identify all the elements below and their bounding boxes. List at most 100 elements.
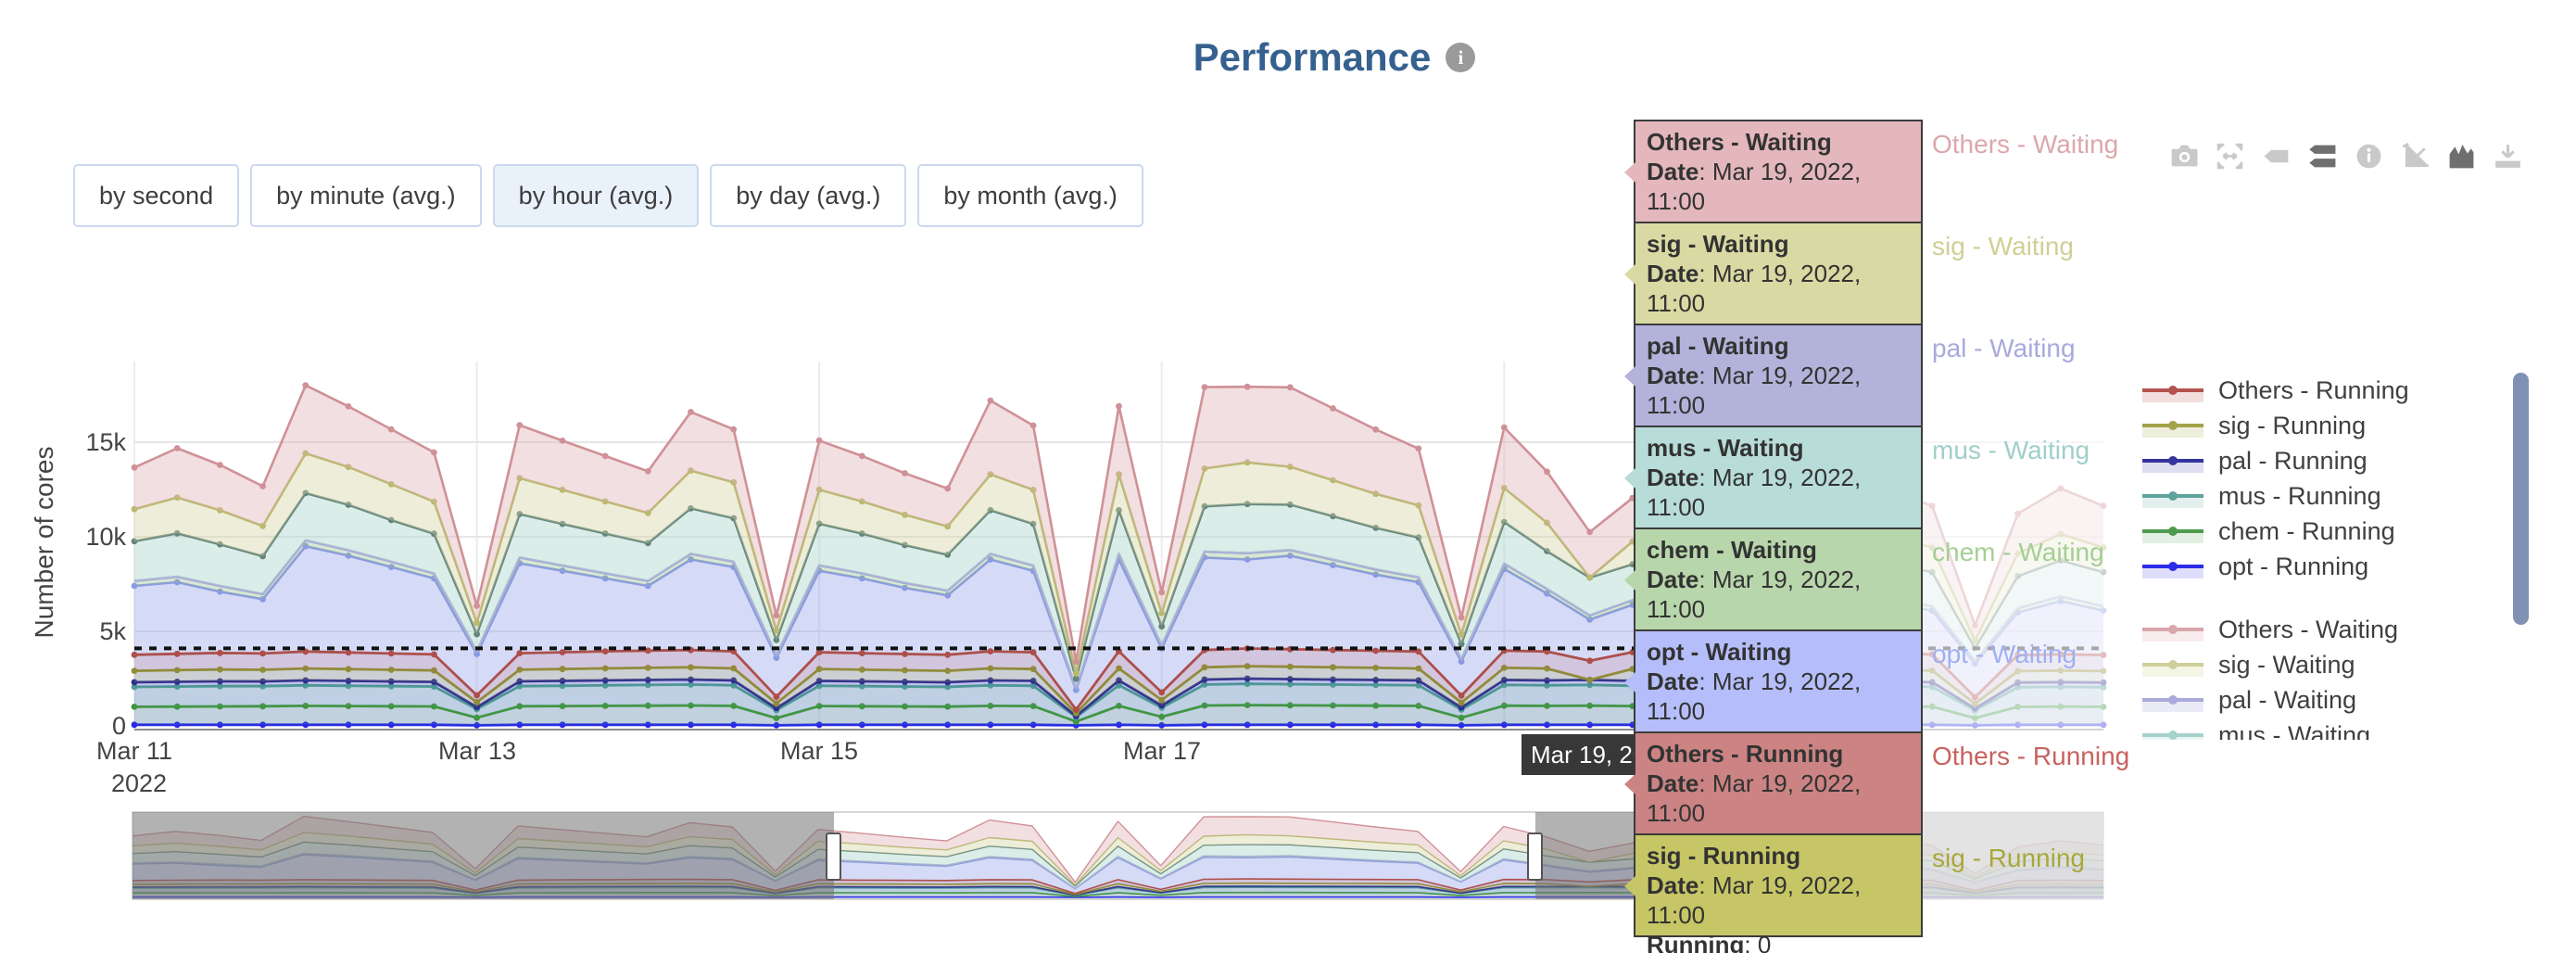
rangeslider-chart-icon[interactable]: [2444, 137, 2479, 174]
legend-item-mus-waiting[interactable]: mus - Waiting: [2142, 718, 2494, 740]
by-hour-button[interactable]: by hour (avg.): [492, 164, 700, 227]
running-marker: [302, 703, 309, 709]
waiting-marker: [688, 505, 694, 512]
waiting-marker: [1586, 616, 1594, 623]
running-marker: [302, 677, 309, 684]
waiting-marker: [1072, 686, 1080, 693]
running-marker: [1029, 721, 1037, 729]
hover-closest-icon[interactable]: [2259, 137, 2293, 174]
x-tick-mar15: Mar 15: [779, 737, 859, 765]
waiting-marker: [1458, 614, 1465, 621]
waiting-marker: [1029, 520, 1037, 527]
running-marker: [601, 681, 609, 689]
waiting-marker: [730, 478, 738, 486]
by-minute-button[interactable]: by minute (avg.): [250, 164, 482, 227]
running-marker: [131, 651, 138, 658]
legend-sample-part: [2168, 695, 2178, 705]
running-marker: [259, 678, 266, 685]
tooltip-value: Running: 0: [1647, 931, 1772, 953]
running-marker: [1330, 646, 1336, 654]
legend-item-sig-running[interactable]: sig - Running: [2142, 408, 2494, 443]
legend-item-others-running[interactable]: Others - Running: [2142, 373, 2494, 408]
running-marker: [987, 681, 994, 689]
running-marker: [1372, 647, 1380, 654]
autoscale-icon[interactable]: [2213, 137, 2247, 174]
by-month-button[interactable]: by month (avg.): [917, 164, 1143, 227]
tooltip-date: Date: Mar 19, 2022, 11:00: [1647, 158, 1862, 215]
running-marker: [644, 721, 651, 729]
waiting-marker: [644, 582, 651, 590]
waiting-marker: [1116, 402, 1122, 410]
tooltip-box-sig-running: sig - Running Date: Mar 19, 2022, 11:00 Ru…: [1624, 833, 1923, 953]
tooltip-date: Date: Mar 19, 2022, 11:00: [1647, 464, 1862, 521]
waiting-marker: [1500, 485, 1508, 491]
running-marker: [1500, 702, 1508, 709]
spikelines-icon[interactable]: [2398, 137, 2432, 174]
tooltip-caret: [1624, 672, 1635, 693]
waiting-marker: [302, 382, 309, 388]
running-area-others-running: [134, 648, 2103, 714]
waiting-marker: [815, 520, 823, 527]
waiting-marker: [559, 438, 566, 444]
running-marker: [1415, 721, 1422, 729]
legend-sample-part: [2168, 491, 2178, 501]
info-icon[interactable]: i: [1446, 43, 1476, 72]
running-marker: [345, 678, 352, 684]
camera-icon[interactable]: [2166, 137, 2201, 174]
legend-item-pal-running[interactable]: pal - Running: [2142, 443, 2494, 478]
running-marker: [688, 676, 694, 683]
running-marker: [173, 679, 181, 685]
legend-item-chem-running[interactable]: chem - Running: [2142, 514, 2494, 549]
waiting-marker: [302, 542, 309, 550]
running-marker: [858, 682, 865, 690]
legend-item-sig-waiting[interactable]: sig - Waiting: [2142, 647, 2494, 682]
legend-sample-part: [2168, 421, 2178, 430]
running-marker: [431, 651, 437, 658]
running-marker: [1372, 721, 1380, 729]
running-marker: [387, 703, 395, 710]
y-tick-0: 0: [111, 712, 126, 740]
waiting-marker: [944, 485, 952, 492]
legend-item-mus-running[interactable]: mus - Running: [2142, 478, 2494, 514]
running-marker: [345, 703, 352, 709]
legend-sample-icon: [2142, 686, 2203, 714]
running-marker: [431, 679, 437, 685]
running-marker: [688, 664, 694, 671]
running-marker: [773, 722, 780, 729]
download-icon[interactable]: [2491, 137, 2525, 174]
waiting-marker: [431, 498, 437, 505]
waiting-marker: [987, 507, 994, 514]
running-marker: [173, 703, 181, 710]
running-marker: [387, 721, 395, 729]
legend-item-others-waiting[interactable]: Others - Waiting: [2142, 612, 2494, 647]
info-icon[interactable]: [2352, 137, 2386, 174]
running-marker: [601, 665, 609, 672]
running-marker: [858, 703, 865, 710]
waiting-marker: [1372, 490, 1380, 498]
legend-sample-part: [2168, 527, 2178, 536]
rangeslider-handle-left[interactable]: [826, 832, 841, 881]
by-second-button[interactable]: by second: [73, 164, 240, 227]
running-marker: [644, 647, 651, 654]
legend-sample-part: [2142, 426, 2203, 438]
running-marker: [644, 681, 651, 689]
faded-trace-label-sig-running: sig - Running: [1932, 844, 2085, 872]
running-marker: [1330, 702, 1336, 709]
faded-trace-label-chem-waiting: chem - Waiting: [1932, 538, 2104, 566]
running-marker: [1372, 681, 1380, 689]
tooltip-caret: [1624, 468, 1635, 489]
rangeslider-handle-right[interactable]: [1527, 832, 1543, 881]
waiting-marker: [1458, 641, 1465, 648]
legend-item-opt-running[interactable]: opt - Running: [2142, 549, 2494, 584]
tooltip-date: Date: Mar 19, 2022, 11:00: [1647, 362, 1862, 419]
legend-item-pal-waiting[interactable]: pal - Waiting: [2142, 682, 2494, 718]
legend-scrollbar[interactable]: [2513, 373, 2529, 625]
by-day-button[interactable]: by day (avg.): [710, 164, 907, 227]
running-marker: [944, 651, 952, 658]
hover-compare-icon[interactable]: [2305, 137, 2340, 174]
running-marker: [1286, 702, 1294, 709]
running-marker: [1415, 703, 1422, 709]
waiting-marker: [131, 582, 138, 590]
